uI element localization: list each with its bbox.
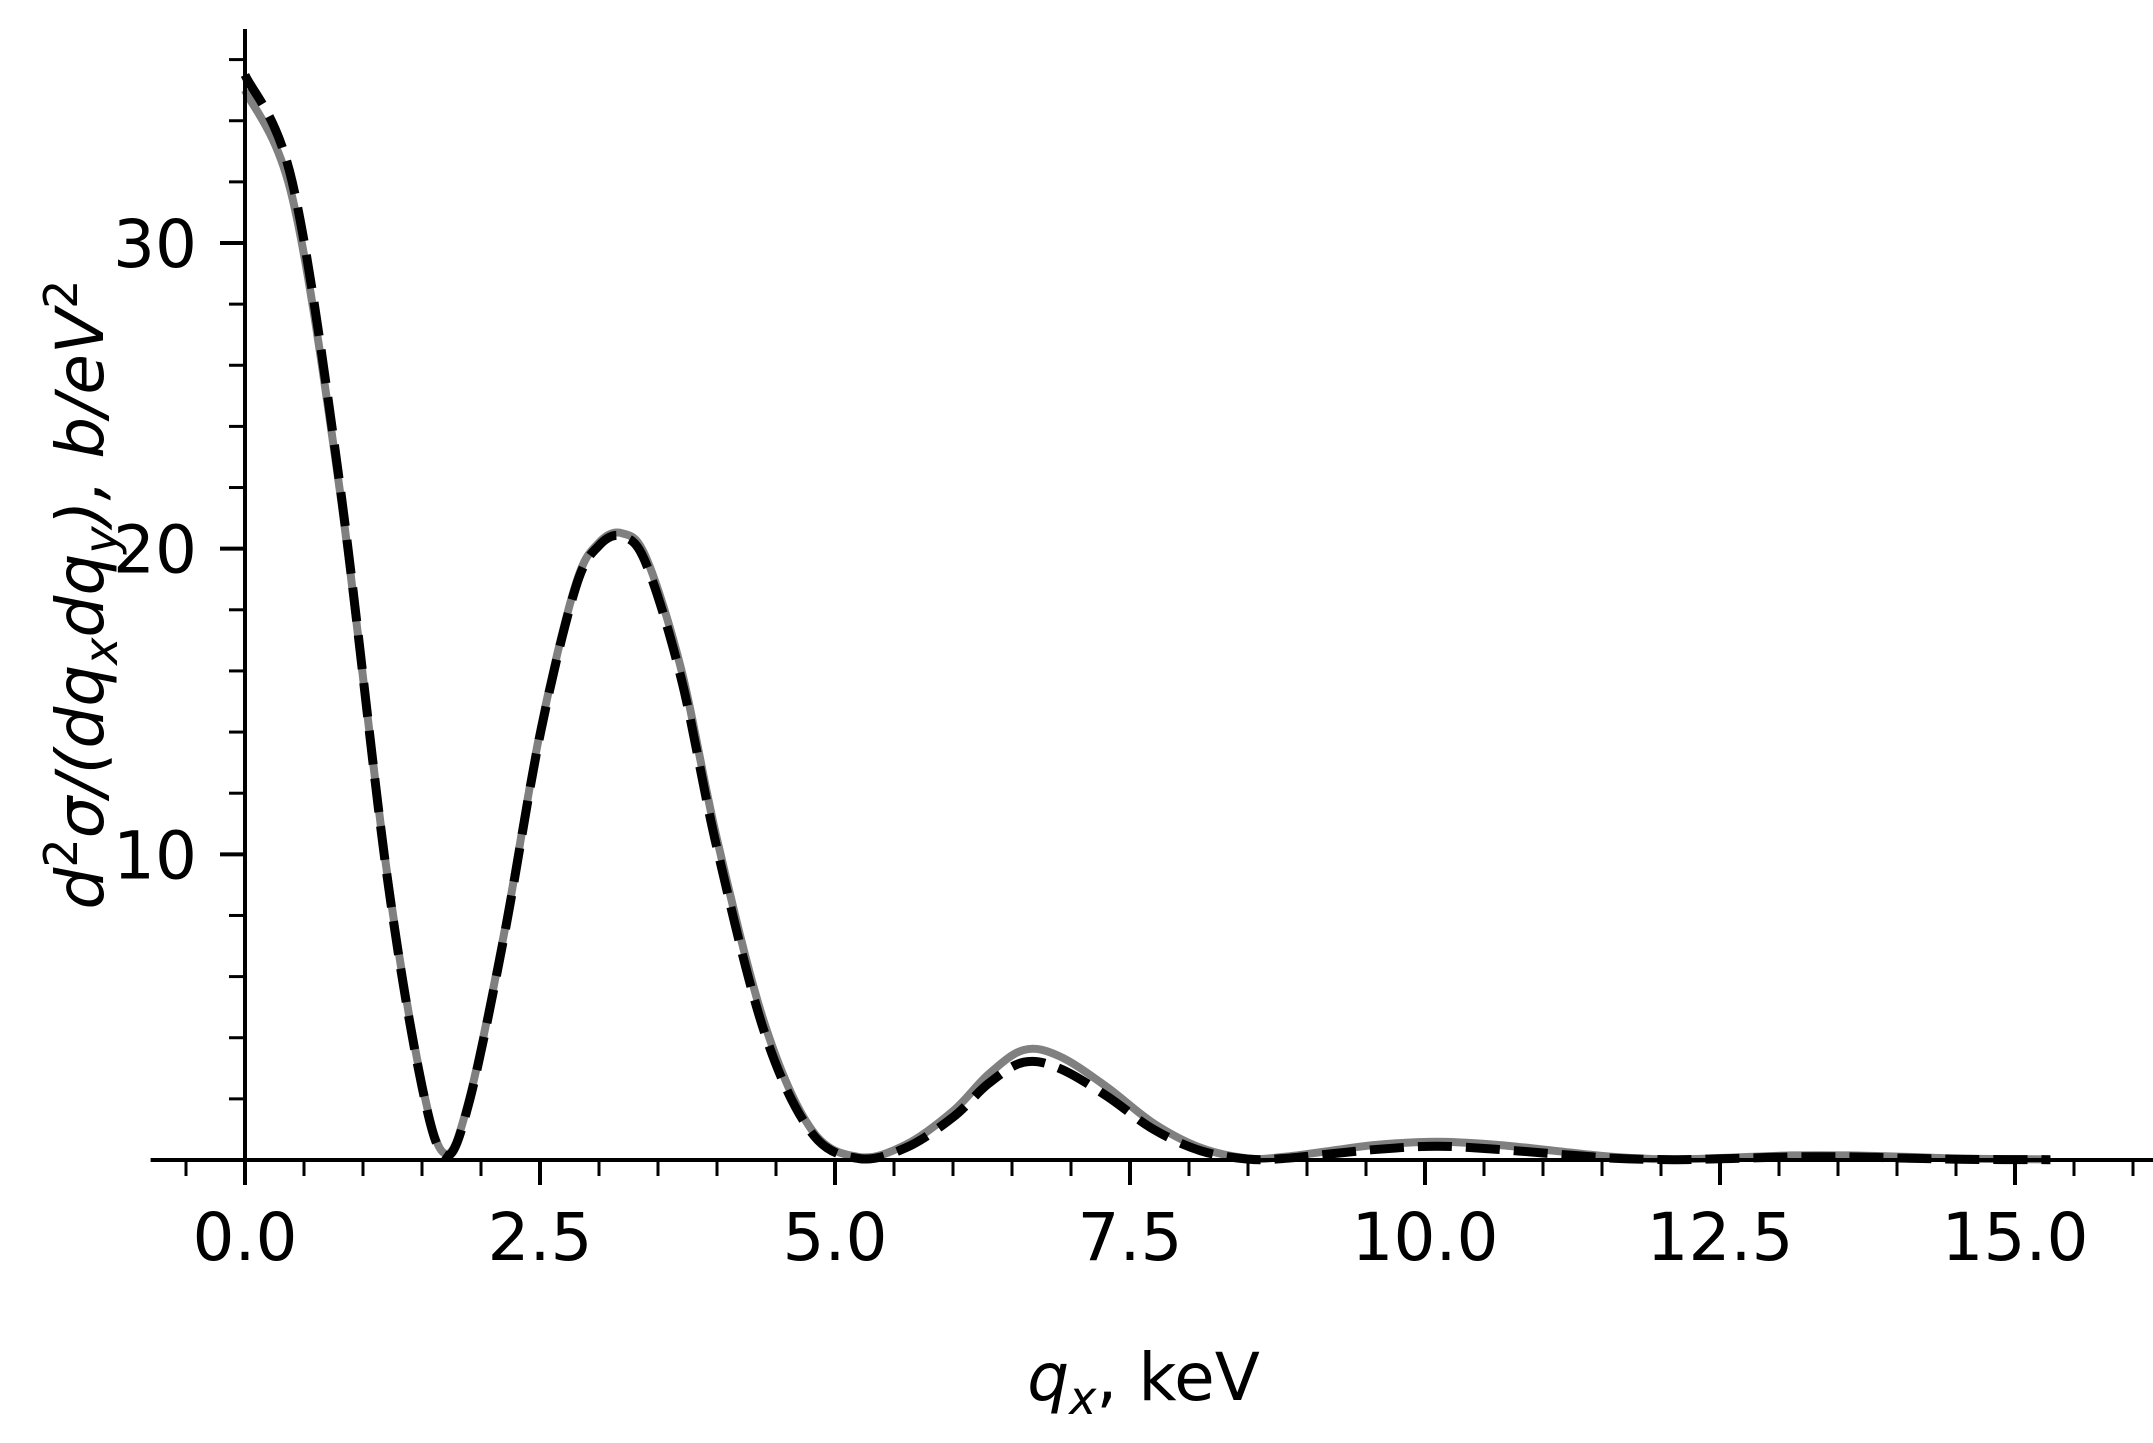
x-tick-label: 12.5	[1647, 1199, 1794, 1276]
x-tick-label: 10.0	[1352, 1199, 1499, 1276]
y-tick-label: 20	[113, 512, 197, 589]
y-axis-title: d2σ/(dqxdqy), b/eV2	[34, 280, 128, 910]
x-tick-label: 7.5	[1078, 1199, 1183, 1276]
x-tick-label: 2.5	[488, 1199, 593, 1276]
x-tick-label: 15.0	[1942, 1199, 2089, 1276]
axis-titles-layer: qx, keV d2σ/(dqxdqy), b/eV2	[34, 280, 1260, 1425]
y-tick-label: 30	[113, 206, 197, 283]
tick-labels-layer: 0.0 2.5 5.0 7.5 10.0 12.5 15.0 10 20 30	[113, 206, 2088, 1276]
series-layer	[240, 72, 2051, 1165]
solid-series-line	[241, 88, 2051, 1164]
axes-layer	[150, 29, 2153, 1185]
x-axis-title: qx, keV	[1027, 1339, 1260, 1425]
x-tick-label: 0.0	[193, 1199, 298, 1276]
ticks-layer	[184, 58, 2135, 1185]
x-tick-label: 5.0	[783, 1199, 888, 1276]
y-tick-label: 10	[113, 817, 197, 894]
dashed-series-line	[240, 72, 2051, 1165]
